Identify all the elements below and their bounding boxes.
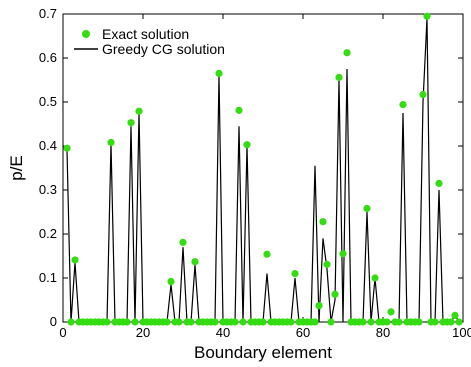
point-exact (395, 318, 403, 326)
point-exact (311, 318, 319, 326)
point-exact (363, 204, 371, 213)
x-tick-label: 100 (452, 325, 471, 340)
point-exact (335, 73, 343, 81)
point-exact (231, 318, 239, 326)
y-tick-label: 0.4 (39, 138, 57, 153)
point-exact (399, 101, 407, 109)
point-exact (331, 290, 339, 298)
point-exact (315, 302, 323, 310)
y-tick-label: 0 (50, 314, 57, 329)
point-exact (167, 277, 175, 286)
x-tick-label: 40 (216, 325, 230, 340)
x-tick-label: 0 (59, 325, 66, 340)
point-exact (455, 318, 463, 326)
x-tick-label: 80 (376, 325, 390, 340)
point-exact (259, 318, 267, 326)
point-exact (163, 318, 171, 326)
point-exact (123, 318, 131, 326)
point-exact (127, 119, 135, 127)
point-exact (371, 274, 379, 282)
point-exact (215, 69, 223, 77)
x-tick-label: 20 (136, 325, 150, 340)
point-exact (387, 308, 395, 316)
y-tick-label: 0.7 (39, 6, 57, 21)
point-exact (187, 318, 195, 326)
point-exact (327, 318, 335, 326)
point-exact (359, 318, 367, 326)
point-exact (131, 318, 139, 326)
y-tick-label: 0.3 (39, 182, 57, 197)
point-exact (383, 318, 391, 326)
legend: Exact solution Greedy CG solution (74, 26, 225, 57)
point-exact (319, 218, 327, 226)
point-exact (287, 318, 295, 326)
point-exact (191, 258, 199, 266)
point-exact (103, 318, 111, 326)
point-exact (343, 49, 351, 57)
data-marks (63, 12, 463, 326)
point-exact (71, 256, 79, 264)
point-exact (419, 90, 427, 99)
y-axis-title: p/E (7, 155, 26, 181)
point-exact (415, 318, 423, 326)
y-tick-label: 0.6 (39, 50, 57, 65)
point-exact (235, 106, 243, 114)
point-exact (211, 318, 219, 326)
point-exact (339, 250, 347, 258)
point-exact (435, 179, 443, 187)
y-tick-label: 0.2 (39, 226, 57, 241)
point-exact (135, 107, 143, 115)
x-axis-title: Boundary element (194, 343, 332, 362)
point-exact (291, 270, 299, 278)
plot-area (62, 13, 464, 323)
point-exact (239, 318, 247, 326)
legend-label-exact: Exact solution (102, 26, 189, 42)
point-exact (431, 318, 439, 326)
point-exact (451, 311, 459, 319)
point-exact (67, 318, 75, 326)
point-exact (323, 260, 331, 268)
point-exact (175, 318, 183, 326)
point-exact (263, 250, 271, 258)
legend-marker-exact (82, 30, 90, 38)
point-exact (179, 238, 187, 246)
legend-label-greedy: Greedy CG solution (102, 41, 225, 57)
point-exact (63, 144, 71, 152)
point-exact (423, 12, 431, 20)
point-exact (367, 318, 375, 326)
y-tick-label: 0.5 (39, 94, 57, 109)
point-exact (447, 318, 455, 326)
axis-ticks: 0 20 40 60 80 100 0 0.1 0.2 0.3 0.4 0.5 0.6 0.7 (39, 6, 471, 340)
point-exact (243, 141, 251, 149)
point-exact (107, 138, 115, 147)
y-tick-label: 0.1 (39, 270, 57, 285)
x-tick-label: 60 (296, 325, 310, 340)
